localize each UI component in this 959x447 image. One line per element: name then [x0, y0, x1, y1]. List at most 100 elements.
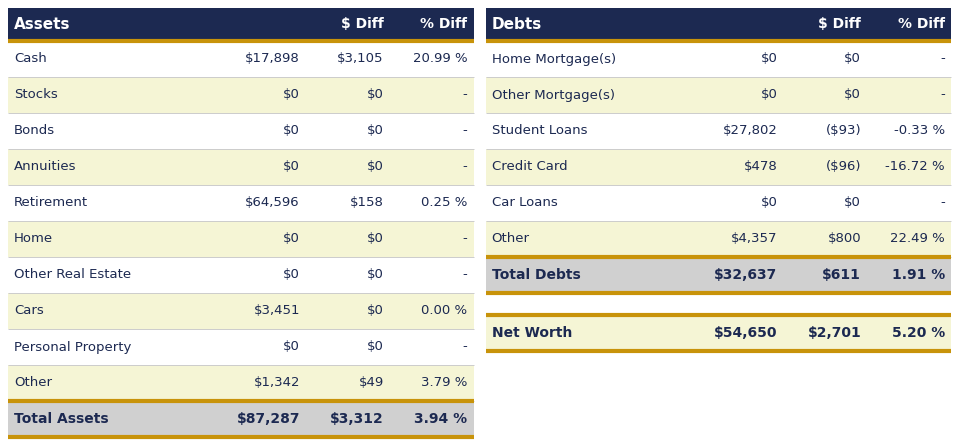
Text: 5.20 %: 5.20 %: [892, 326, 945, 340]
Bar: [8, 257, 474, 293]
Text: -: -: [463, 125, 467, 138]
Bar: [8, 329, 474, 365]
Text: Student Loans: Student Loans: [492, 125, 587, 138]
Text: Other: Other: [492, 232, 529, 245]
Text: -: -: [940, 89, 945, 101]
Text: 1.91 %: 1.91 %: [892, 268, 945, 282]
Text: Personal Property: Personal Property: [14, 341, 131, 354]
Text: $64,596: $64,596: [246, 197, 300, 210]
Bar: [8, 113, 474, 149]
Text: Assets: Assets: [14, 17, 71, 32]
Text: -: -: [463, 89, 467, 101]
Text: $0: $0: [760, 52, 778, 66]
Bar: [485, 185, 951, 221]
Text: $0: $0: [283, 269, 300, 282]
Text: -0.33 %: -0.33 %: [894, 125, 945, 138]
Bar: [485, 149, 951, 185]
Bar: [485, 41, 951, 77]
Text: Bonds: Bonds: [14, 125, 55, 138]
Text: $54,650: $54,650: [713, 326, 778, 340]
Bar: [485, 113, 951, 149]
Text: -16.72 %: -16.72 %: [885, 160, 945, 173]
Text: $17,898: $17,898: [246, 52, 300, 66]
Text: $611: $611: [822, 268, 861, 282]
Bar: [8, 185, 474, 221]
Text: $0: $0: [367, 304, 384, 317]
Text: $0: $0: [844, 52, 861, 66]
Text: 3.94 %: 3.94 %: [414, 412, 467, 426]
Text: ($93): ($93): [826, 125, 861, 138]
Text: Other Real Estate: Other Real Estate: [14, 269, 131, 282]
Text: $0: $0: [367, 232, 384, 245]
Bar: [8, 401, 474, 437]
Text: 22.49 %: 22.49 %: [890, 232, 945, 245]
Text: Other: Other: [14, 376, 52, 389]
Bar: [485, 8, 951, 41]
Bar: [8, 77, 474, 113]
Text: $1,342: $1,342: [253, 376, 300, 389]
Text: $0: $0: [760, 89, 778, 101]
Text: Cash: Cash: [14, 52, 47, 66]
Text: Net Worth: Net Worth: [492, 326, 572, 340]
Text: $0: $0: [367, 160, 384, 173]
Text: Home Mortgage(s): Home Mortgage(s): [492, 52, 616, 66]
Text: $3,312: $3,312: [330, 412, 384, 426]
Text: $0: $0: [844, 197, 861, 210]
Text: $158: $158: [350, 197, 384, 210]
Text: $3,451: $3,451: [253, 304, 300, 317]
Text: Total Debts: Total Debts: [492, 268, 580, 282]
Text: $3,105: $3,105: [338, 52, 384, 66]
Text: 0.00 %: 0.00 %: [421, 304, 467, 317]
Text: $0: $0: [844, 89, 861, 101]
Text: -: -: [940, 52, 945, 66]
Text: $0: $0: [367, 341, 384, 354]
Text: $0: $0: [283, 160, 300, 173]
Text: % Diff: % Diff: [420, 17, 467, 31]
Bar: [8, 293, 474, 329]
Text: -: -: [463, 269, 467, 282]
Text: -: -: [463, 341, 467, 354]
Bar: [485, 77, 951, 113]
Text: $0: $0: [283, 232, 300, 245]
Text: $478: $478: [743, 160, 778, 173]
Text: $4,357: $4,357: [731, 232, 778, 245]
Text: $87,287: $87,287: [237, 412, 300, 426]
Text: Total Assets: Total Assets: [14, 412, 108, 426]
Text: $49: $49: [359, 376, 384, 389]
Bar: [8, 365, 474, 401]
Text: 20.99 %: 20.99 %: [413, 52, 467, 66]
Text: % Diff: % Diff: [898, 17, 945, 31]
Text: -: -: [940, 197, 945, 210]
Text: Car Loans: Car Loans: [492, 197, 557, 210]
Text: $ Diff: $ Diff: [818, 17, 861, 31]
Text: $0: $0: [283, 125, 300, 138]
Bar: [485, 221, 951, 257]
Bar: [8, 8, 474, 41]
Text: Cars: Cars: [14, 304, 44, 317]
Text: -: -: [463, 232, 467, 245]
Text: $0: $0: [367, 89, 384, 101]
Text: Debts: Debts: [492, 17, 542, 32]
Text: Home: Home: [14, 232, 53, 245]
Text: $0: $0: [283, 89, 300, 101]
Bar: [485, 257, 951, 293]
Text: Retirement: Retirement: [14, 197, 88, 210]
Bar: [485, 315, 951, 351]
Text: $ Diff: $ Diff: [341, 17, 384, 31]
Text: $0: $0: [283, 341, 300, 354]
Text: $800: $800: [828, 232, 861, 245]
Text: $2,701: $2,701: [807, 326, 861, 340]
Text: $27,802: $27,802: [722, 125, 778, 138]
Text: $32,637: $32,637: [714, 268, 778, 282]
Text: 0.25 %: 0.25 %: [421, 197, 467, 210]
Text: ($96): ($96): [826, 160, 861, 173]
Text: Annuities: Annuities: [14, 160, 77, 173]
Bar: [8, 41, 474, 77]
Text: Other Mortgage(s): Other Mortgage(s): [492, 89, 615, 101]
Text: Stocks: Stocks: [14, 89, 58, 101]
Text: 3.79 %: 3.79 %: [421, 376, 467, 389]
Bar: [8, 221, 474, 257]
Text: Credit Card: Credit Card: [492, 160, 567, 173]
Text: $0: $0: [760, 197, 778, 210]
Text: -: -: [463, 160, 467, 173]
